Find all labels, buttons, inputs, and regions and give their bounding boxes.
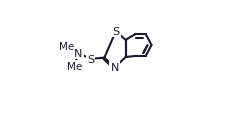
Text: N: N bbox=[74, 49, 83, 58]
Text: Me: Me bbox=[67, 61, 82, 71]
Text: S: S bbox=[112, 27, 119, 37]
Text: Me: Me bbox=[59, 41, 74, 51]
Text: S: S bbox=[87, 54, 94, 64]
Text: N: N bbox=[110, 63, 119, 73]
